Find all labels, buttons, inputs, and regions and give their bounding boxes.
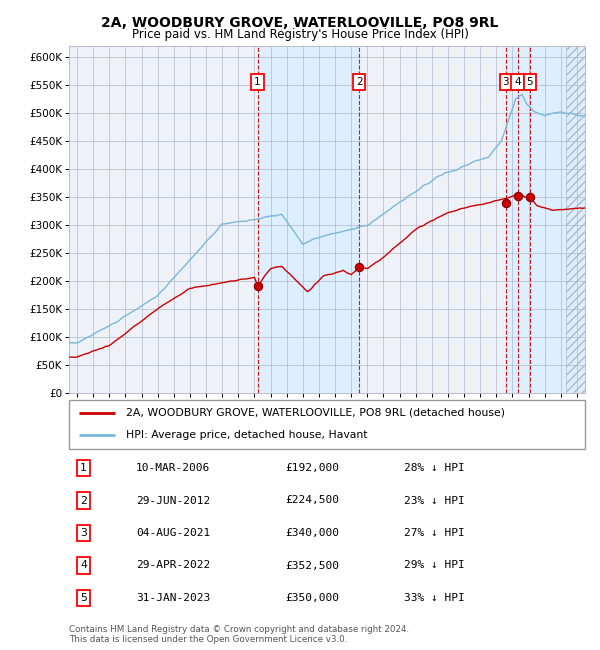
Text: 4: 4 — [514, 77, 521, 87]
Text: 04-AUG-2021: 04-AUG-2021 — [136, 528, 211, 538]
Text: HPI: Average price, detached house, Havant: HPI: Average price, detached house, Hava… — [126, 430, 367, 440]
Text: 3: 3 — [80, 528, 87, 538]
Text: 2A, WOODBURY GROVE, WATERLOOVILLE, PO8 9RL: 2A, WOODBURY GROVE, WATERLOOVILLE, PO8 9… — [101, 16, 499, 31]
Text: 28% ↓ HPI: 28% ↓ HPI — [404, 463, 465, 473]
Text: 1: 1 — [80, 463, 87, 473]
Text: Price paid vs. HM Land Registry's House Price Index (HPI): Price paid vs. HM Land Registry's House … — [131, 28, 469, 41]
Text: £340,000: £340,000 — [286, 528, 340, 538]
Text: 5: 5 — [527, 77, 533, 87]
Text: 2: 2 — [356, 77, 362, 87]
Text: 3: 3 — [503, 77, 509, 87]
Text: 10-MAR-2006: 10-MAR-2006 — [136, 463, 211, 473]
Text: 29-APR-2022: 29-APR-2022 — [136, 560, 211, 571]
Text: 5: 5 — [80, 593, 87, 603]
Bar — [257, 46, 359, 393]
Text: This data is licensed under the Open Government Licence v3.0.: This data is licensed under the Open Gov… — [69, 634, 347, 644]
Text: 31-JAN-2023: 31-JAN-2023 — [136, 593, 211, 603]
Text: 1: 1 — [254, 77, 261, 87]
Text: £350,000: £350,000 — [286, 593, 340, 603]
Text: £352,500: £352,500 — [286, 560, 340, 571]
Bar — [566, 46, 585, 393]
Text: 29% ↓ HPI: 29% ↓ HPI — [404, 560, 465, 571]
Text: £192,000: £192,000 — [286, 463, 340, 473]
Text: 23% ↓ HPI: 23% ↓ HPI — [404, 495, 465, 506]
Text: 33% ↓ HPI: 33% ↓ HPI — [404, 593, 465, 603]
Text: 2: 2 — [80, 495, 87, 506]
Bar — [506, 46, 585, 393]
Text: £224,500: £224,500 — [286, 495, 340, 506]
Text: 29-JUN-2012: 29-JUN-2012 — [136, 495, 211, 506]
Text: 27% ↓ HPI: 27% ↓ HPI — [404, 528, 465, 538]
Text: 4: 4 — [80, 560, 87, 571]
Text: 2A, WOODBURY GROVE, WATERLOOVILLE, PO8 9RL (detached house): 2A, WOODBURY GROVE, WATERLOOVILLE, PO8 9… — [126, 408, 505, 418]
Text: Contains HM Land Registry data © Crown copyright and database right 2024.: Contains HM Land Registry data © Crown c… — [69, 625, 409, 634]
